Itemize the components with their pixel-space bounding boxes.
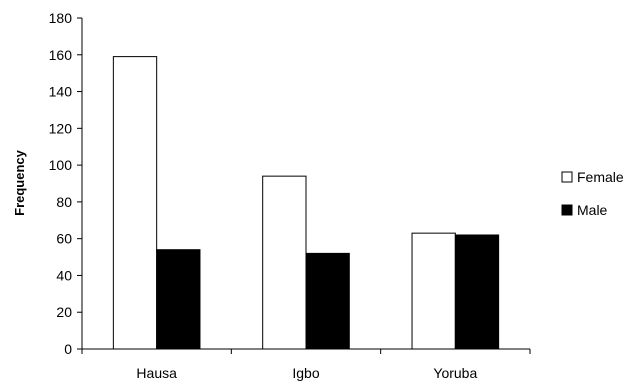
y-tick-label: 140 bbox=[49, 84, 73, 100]
legend-swatch-female bbox=[561, 171, 573, 183]
y-tick-label: 80 bbox=[56, 194, 72, 210]
x-ticks: Hausa Igbo Yoruba bbox=[81, 349, 531, 381]
legend-label-male: Male bbox=[577, 202, 608, 218]
y-tick-label: 160 bbox=[49, 47, 73, 63]
legend-swatch-male bbox=[561, 204, 573, 216]
legend: Female Male bbox=[561, 169, 624, 218]
bar-male-yoruba bbox=[454, 234, 500, 350]
y-tick-label: 60 bbox=[56, 231, 72, 247]
y-tick-label: 40 bbox=[56, 267, 72, 283]
y-tick-label: 120 bbox=[49, 120, 73, 136]
y-tick-label: 100 bbox=[49, 157, 73, 173]
y-tick-label: 0 bbox=[64, 341, 72, 357]
bar-male-igbo bbox=[305, 252, 350, 350]
y-axis-title: Frequency bbox=[12, 149, 27, 216]
bar-female-yoruba bbox=[411, 232, 456, 350]
y-tick-label: 180 bbox=[49, 10, 73, 26]
x-tick-label: Yoruba bbox=[433, 365, 477, 381]
bar-male-hausa bbox=[156, 249, 201, 350]
bar-female-igbo bbox=[262, 175, 307, 350]
bar-female-hausa bbox=[112, 56, 158, 350]
legend-label-female: Female bbox=[577, 169, 624, 185]
y-ticks: 0 20 40 60 80 100 120 140 160 180 bbox=[49, 10, 82, 357]
bars bbox=[112, 56, 500, 350]
x-tick-label: Hausa bbox=[136, 365, 177, 381]
y-tick-label: 20 bbox=[56, 304, 72, 320]
x-tick-label: Igbo bbox=[292, 365, 319, 381]
